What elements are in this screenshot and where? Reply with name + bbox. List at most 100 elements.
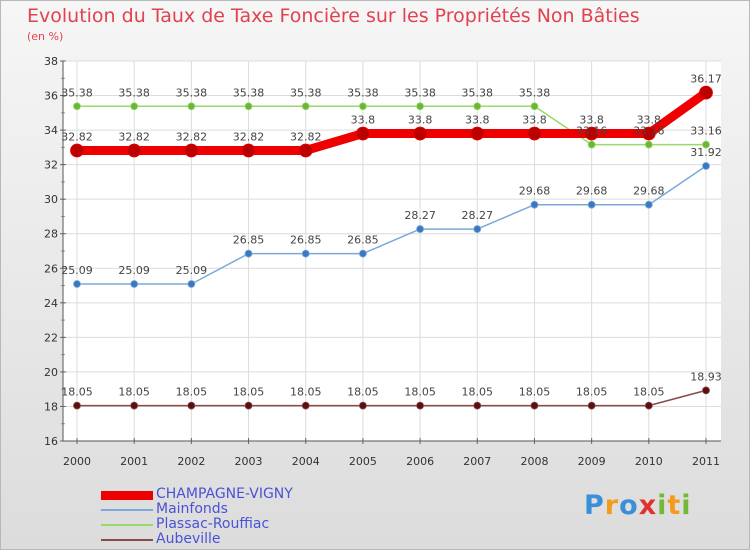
data-label: 25.09 — [61, 264, 93, 277]
x-tick-label: 2006 — [406, 455, 434, 468]
data-label: 33.8 — [522, 114, 547, 127]
data-point — [416, 102, 424, 111]
data-point — [298, 143, 313, 158]
data-point — [587, 140, 596, 149]
data-label: 29.68 — [519, 185, 551, 198]
logo-letter: t — [667, 490, 682, 521]
plot-area — [63, 61, 721, 441]
data-point — [359, 249, 367, 258]
data-label: 35.38 — [233, 86, 265, 99]
data-label: 33.8 — [408, 114, 433, 127]
data-point — [644, 140, 653, 149]
data-label: 18.05 — [404, 386, 436, 399]
data-point — [699, 85, 713, 100]
data-label: 25.09 — [118, 264, 150, 277]
data-label: 18.93 — [690, 370, 722, 383]
data-label: 18.05 — [633, 386, 665, 399]
data-point — [73, 102, 81, 111]
y-tick-label: 18 — [44, 400, 58, 413]
data-label: 28.27 — [462, 209, 494, 222]
data-label: 18.05 — [462, 386, 494, 399]
data-point — [413, 126, 427, 141]
logo-letter: x — [638, 490, 658, 521]
logo-letter: r — [604, 490, 620, 521]
data-point — [473, 401, 482, 410]
y-tick-label: 38 — [44, 55, 58, 68]
data-point — [301, 102, 310, 111]
y-tick-label: 24 — [44, 297, 58, 310]
data-point — [530, 401, 539, 410]
grid-lines — [63, 60, 721, 442]
axes: 16 18 20 22 24 26 28 30 32 34 36 38 2000 2001 2002 2003… — [44, 55, 721, 468]
data-label: 33.16 — [690, 125, 722, 138]
legend-label: CHAMPAGNE-VIGNY — [156, 486, 293, 502]
data-label: 32.82 — [176, 130, 208, 143]
logo-letter: o — [619, 490, 639, 521]
x-tick-label: 2000 — [63, 455, 91, 468]
y-tick-label: 30 — [44, 193, 58, 206]
chart-title: Evolution du Taux de Taxe Foncière sur l… — [27, 5, 640, 27]
data-label: 26.85 — [347, 234, 379, 247]
y-tick-label: 22 — [44, 331, 58, 344]
series-line — [76, 165, 707, 285]
data-point — [187, 280, 196, 288]
data-point — [702, 140, 710, 149]
data-label: 26.85 — [233, 234, 265, 247]
data-label: 35.38 — [118, 86, 150, 99]
data-point — [187, 401, 196, 410]
data-label: 35.38 — [519, 86, 551, 99]
data-point — [473, 102, 482, 111]
x-tick-label: 2009 — [578, 455, 606, 468]
series-layer — [70, 85, 713, 410]
data-point — [641, 126, 656, 141]
data-point — [127, 143, 142, 158]
data-point — [587, 401, 596, 410]
data-label: 31.92 — [690, 146, 722, 159]
data-point — [244, 249, 253, 258]
logo-letter: i — [681, 490, 692, 521]
data-label: 26.85 — [290, 234, 322, 247]
data-label: 35.38 — [176, 86, 208, 99]
data-point — [530, 102, 539, 111]
data-label: 33.8 — [637, 114, 662, 127]
data-point — [73, 401, 81, 410]
data-point — [301, 249, 310, 258]
data-label: 35.38 — [290, 86, 322, 99]
data-point — [130, 280, 139, 288]
data-point — [244, 102, 253, 111]
data-point — [584, 126, 599, 141]
data-point — [356, 126, 370, 141]
legend-swatch — [101, 509, 153, 511]
series-line — [76, 105, 707, 146]
data-label: 18.05 — [176, 386, 208, 399]
data-label: 18.05 — [233, 386, 265, 399]
data-point — [70, 143, 84, 158]
data-label: 18.05 — [290, 386, 322, 399]
x-tick-label: 2007 — [463, 455, 491, 468]
data-point — [473, 225, 482, 233]
series-line — [72, 88, 711, 155]
data-label: 35.38 — [462, 86, 494, 99]
logo-letter: i — [657, 490, 668, 521]
data-point — [702, 386, 710, 395]
data-label: 25.09 — [176, 264, 208, 277]
data-point — [644, 200, 653, 209]
y-tick-label: 28 — [44, 228, 58, 241]
data-point — [530, 200, 539, 209]
data-label: 32.82 — [118, 130, 150, 143]
data-point — [702, 162, 710, 170]
data-point — [184, 143, 199, 158]
data-point — [130, 102, 139, 111]
data-label: 33.16 — [633, 125, 665, 138]
data-point — [359, 401, 367, 410]
data-point — [241, 143, 256, 158]
data-label: 18.05 — [576, 386, 608, 399]
data-point — [587, 200, 596, 209]
x-tick-label: 2011 — [692, 455, 720, 468]
legend-label: Mainfonds — [156, 501, 228, 517]
data-label: 36.17 — [690, 73, 722, 86]
data-point — [527, 126, 542, 141]
x-tick-label: 2005 — [349, 455, 377, 468]
data-label: 18.05 — [519, 386, 551, 399]
